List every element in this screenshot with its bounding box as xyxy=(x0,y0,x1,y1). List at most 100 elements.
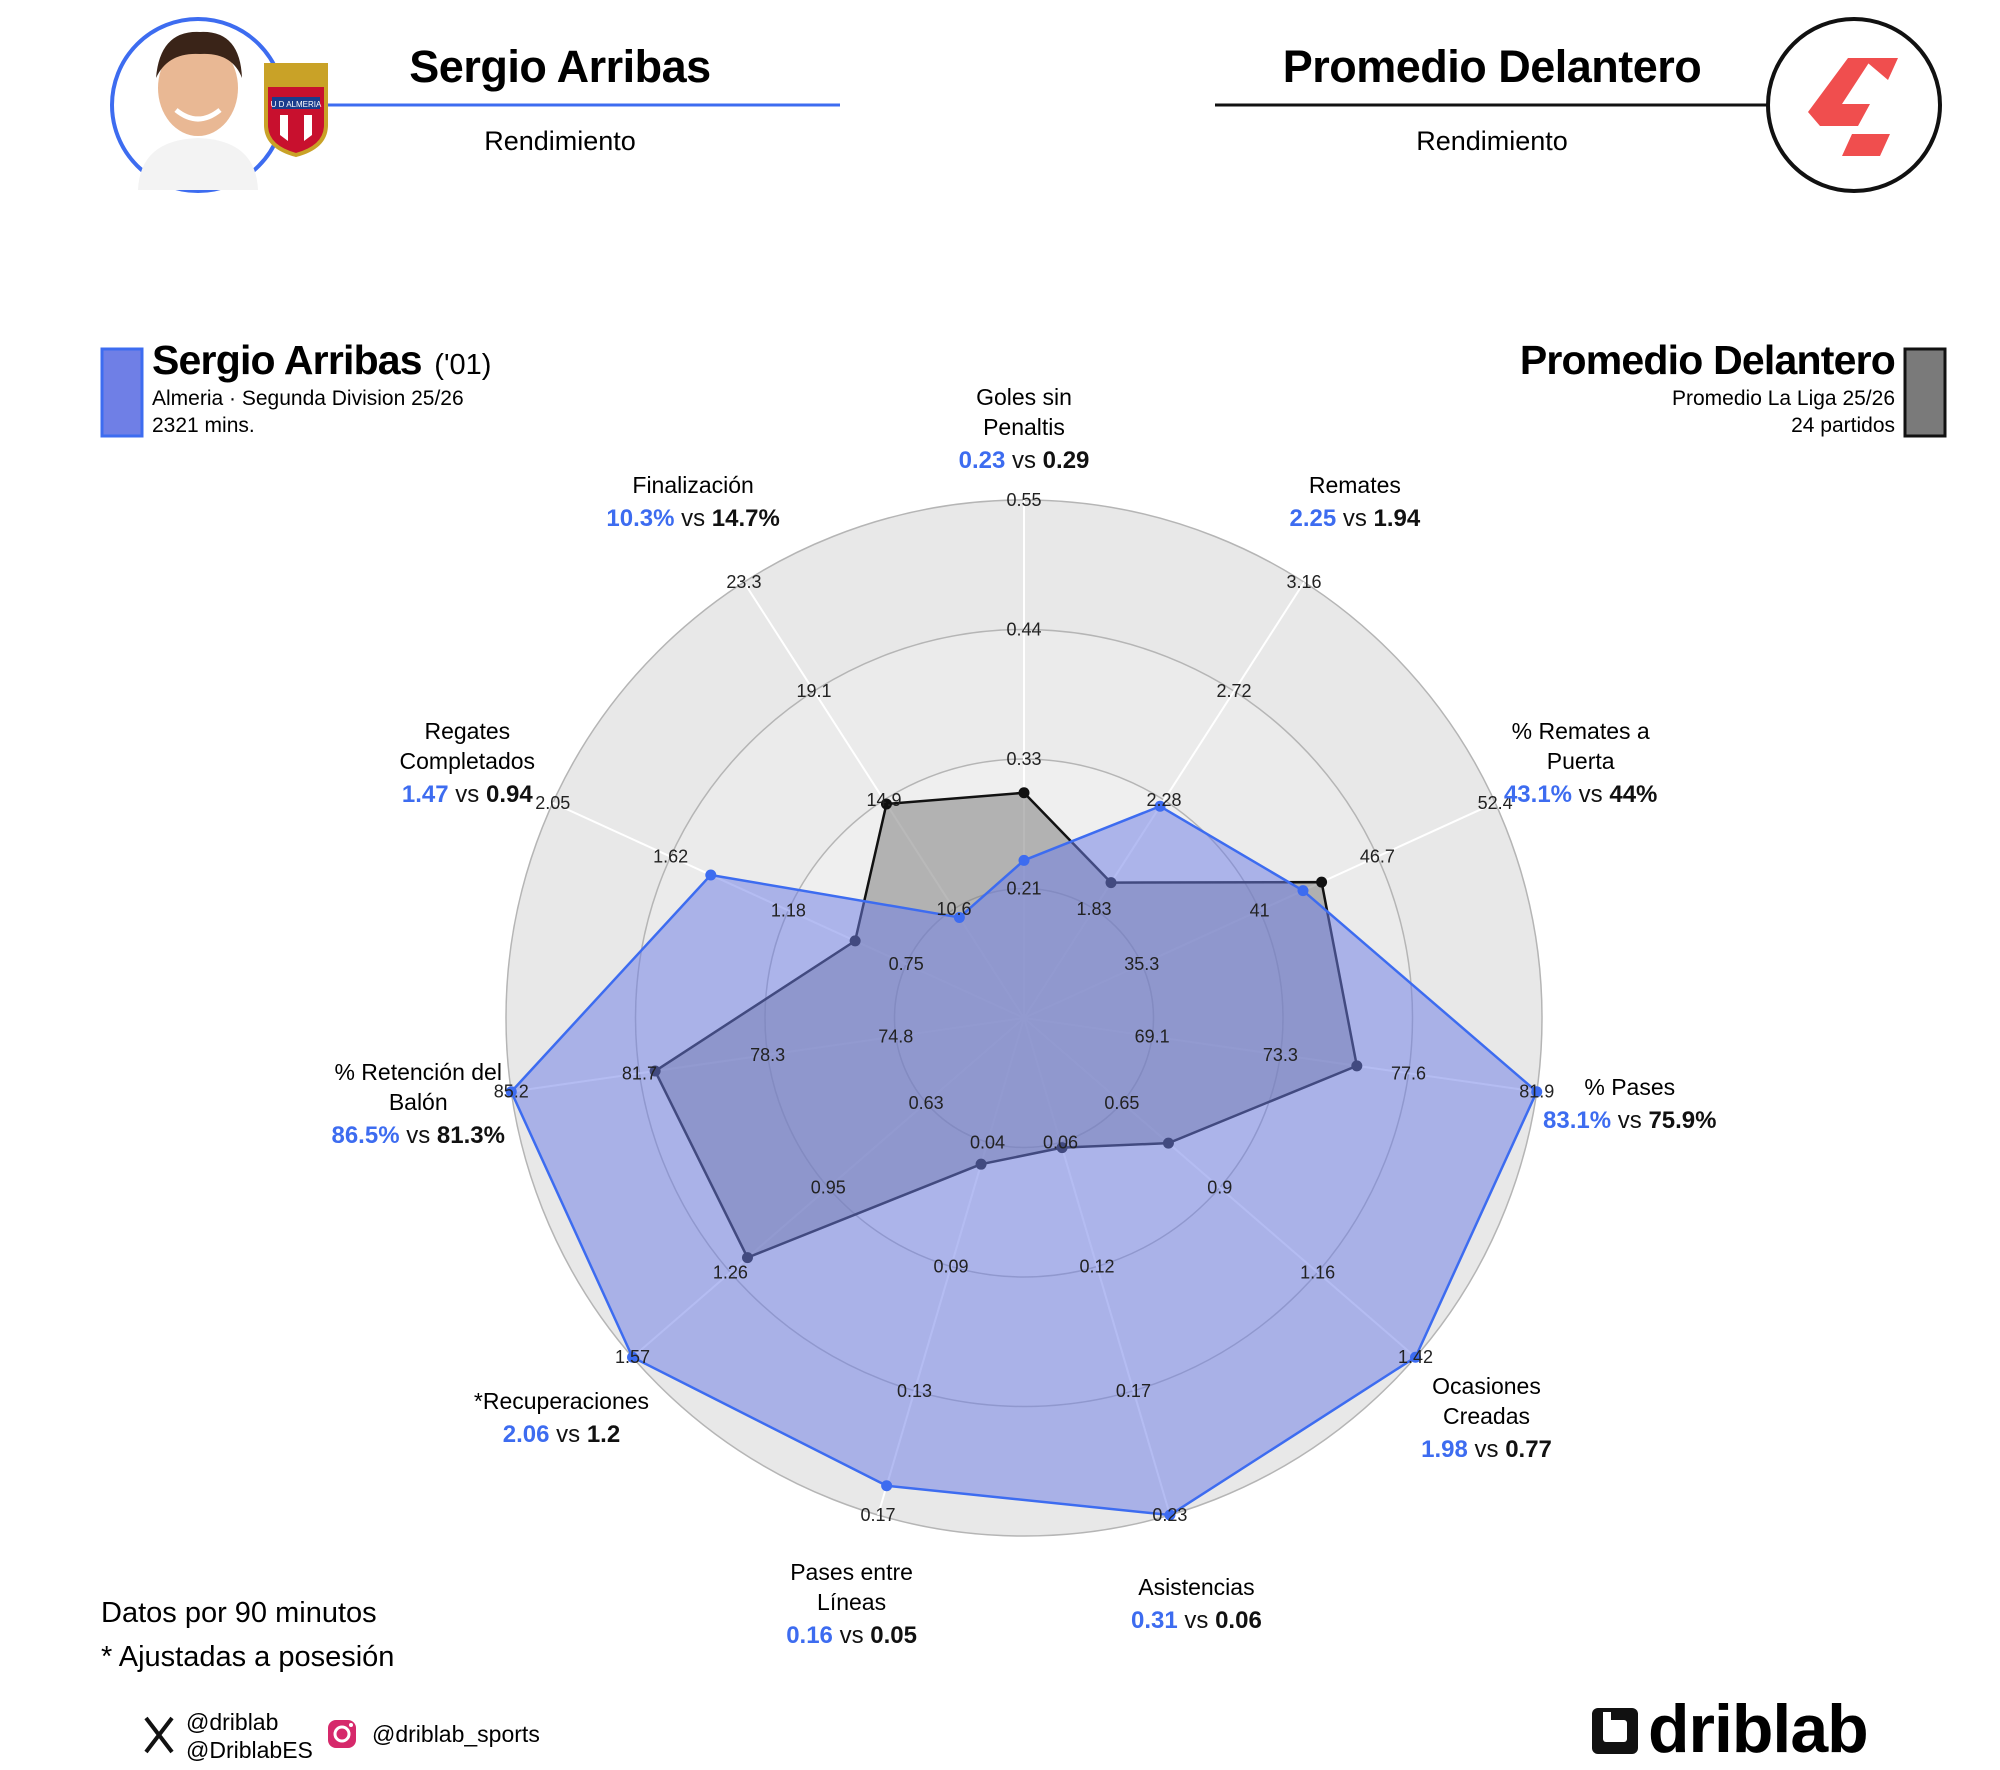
category-label: Regates xyxy=(424,718,510,744)
tick-label: 3.16 xyxy=(1287,572,1322,592)
tick-label: 0.17 xyxy=(1116,1381,1151,1401)
category-label: Creadas xyxy=(1443,1403,1530,1429)
club-crest-text: U D ALMERIA xyxy=(271,100,322,109)
tick-label: 85.2 xyxy=(494,1082,529,1102)
compare-header: Promedio Delantero Rendimiento xyxy=(1215,17,1942,193)
driblab-brand: driblab xyxy=(1648,1691,1868,1767)
tick-label: 78.3 xyxy=(750,1045,785,1065)
category-label: Asistencias xyxy=(1138,1574,1254,1600)
compare-point xyxy=(880,798,892,810)
player-point xyxy=(1164,1509,1176,1521)
compare-value: 0.77 xyxy=(1505,1436,1552,1463)
footnote-possession: * Ajustadas a posesión xyxy=(101,1641,394,1673)
vs-word: vs xyxy=(449,781,486,808)
instagram-handle[interactable]: @driblab_sports xyxy=(372,1721,540,1747)
compare-point xyxy=(1316,876,1328,888)
category-values: 0.23 vs 0.29 xyxy=(959,447,1090,474)
player-value: 0.16 xyxy=(786,1622,833,1649)
player-point xyxy=(627,1351,639,1363)
player-point xyxy=(881,1480,893,1492)
tick-label: 0.06 xyxy=(1043,1132,1078,1152)
player-point xyxy=(705,869,717,881)
compare-value: 0.06 xyxy=(1215,1607,1262,1634)
player-series xyxy=(505,800,1543,1521)
compare-header-subtitle: Rendimiento xyxy=(1416,126,1568,156)
tick-label: 1.18 xyxy=(771,900,806,920)
radar-chart: 0.21 0.33 0.44 0.55 1.83 2.28 2.72 3.16 35.3 41 46… xyxy=(331,384,1716,1649)
tick-label: 81.7 xyxy=(622,1063,657,1083)
compare-value: 0.05 xyxy=(870,1622,917,1649)
tick-label: 77.6 xyxy=(1391,1063,1426,1083)
category-label-group: Finalización 10.3% vs 14.7% xyxy=(606,472,779,532)
tick-label: 23.3 xyxy=(726,572,761,592)
player-legend: Sergio Arribas ('01) Almeria · Segunda D… xyxy=(100,337,491,438)
driblab-logo-icon xyxy=(1592,1708,1638,1754)
tick-label: 52.4 xyxy=(1478,793,1513,813)
tick-label: 0.04 xyxy=(970,1132,1005,1152)
tick-label: 1.26 xyxy=(713,1262,748,1282)
player-legend-name-text: Sergio Arribas xyxy=(152,337,422,383)
player-legend-name: Sergio Arribas ('01) xyxy=(152,337,491,383)
tick-label: 0.9 xyxy=(1207,1178,1232,1198)
x-icon[interactable] xyxy=(144,1716,174,1754)
club-crest: U D ALMERIA xyxy=(264,63,328,158)
category-label: Líneas xyxy=(817,1589,886,1615)
category-label: Pases entre xyxy=(790,1559,913,1585)
tick-label: 1.83 xyxy=(1076,899,1111,919)
player-point xyxy=(1154,800,1166,812)
compare-value: 1.94 xyxy=(1374,505,1421,532)
tick-label: 41 xyxy=(1250,900,1270,920)
player-legend-line2: 2321 mins. xyxy=(152,414,255,437)
category-label: Puerta xyxy=(1547,748,1615,774)
category-label-group: % Retención del Balón 86.5% vs 81.3% xyxy=(331,1059,504,1149)
tick-label: 2.28 xyxy=(1147,790,1182,810)
player-value: 2.25 xyxy=(1289,505,1336,532)
tick-label: 1.16 xyxy=(1300,1262,1335,1282)
tick-label: 2.72 xyxy=(1217,681,1252,701)
player-value: 1.98 xyxy=(1421,1436,1468,1463)
tick-label: 19.1 xyxy=(796,681,831,701)
tick-label: 1.57 xyxy=(615,1347,650,1367)
player-point xyxy=(1018,854,1030,866)
tick-label: 14.9 xyxy=(866,790,901,810)
player-legend-age: ('01) xyxy=(434,349,491,381)
tick-label: 0.44 xyxy=(1006,620,1041,640)
category-values: 10.3% vs 14.7% xyxy=(606,505,779,532)
player-area xyxy=(510,805,1538,1517)
category-values: 2.06 vs 1.2 xyxy=(503,1421,620,1448)
category-label-group: Regates Completados 1.47 vs 0.94 xyxy=(400,718,536,808)
instagram-icon[interactable] xyxy=(328,1720,356,1748)
tick-label: 0.17 xyxy=(861,1505,896,1525)
category-label: Balón xyxy=(389,1089,448,1115)
player-photo xyxy=(138,31,258,190)
driblab-logo: driblab xyxy=(1592,1691,1869,1767)
tick-label: 81.9 xyxy=(1519,1082,1554,1102)
tick-label: 1.42 xyxy=(1398,1347,1433,1367)
social-handles: @driblab @DriblabES @driblab_sports xyxy=(144,1709,540,1763)
category-label-group: % Remates a Puerta 43.1% vs 44% xyxy=(1504,718,1657,808)
player-value: 43.1% xyxy=(1504,781,1572,808)
player-point xyxy=(505,1086,517,1098)
compare-value: 75.9% xyxy=(1648,1107,1716,1134)
player-value: 10.3% xyxy=(606,505,674,532)
x-handle-2[interactable]: @DriblabES xyxy=(186,1737,313,1763)
player-point xyxy=(1531,1086,1543,1098)
tick-label: 0.95 xyxy=(811,1178,846,1198)
x-handle-1[interactable]: @driblab xyxy=(186,1709,278,1735)
category-values: 2.25 vs 1.94 xyxy=(1289,505,1420,532)
tick-label: 0.21 xyxy=(1006,879,1041,899)
category-values: 43.1% vs 44% xyxy=(1504,781,1657,808)
category-label: % Remates a xyxy=(1512,718,1650,744)
player-header: U D ALMERIA Sergio Arribas Rendimiento xyxy=(110,17,840,193)
tick-label: 0.65 xyxy=(1104,1093,1139,1113)
player-value: 1.47 xyxy=(402,781,449,808)
vs-word: vs xyxy=(1611,1107,1648,1134)
vs-word: vs xyxy=(674,505,711,532)
tick-label: 0.09 xyxy=(934,1257,969,1277)
vs-word: vs xyxy=(833,1622,870,1649)
compare-legend-name: Promedio Delantero xyxy=(1520,337,1895,383)
category-label-group: Goles sin Penaltis 0.23 vs 0.29 xyxy=(959,384,1090,474)
category-label-group: Pases entre Líneas 0.16 vs 0.05 xyxy=(786,1559,917,1649)
category-label: Finalización xyxy=(632,472,753,498)
tick-label: 0.23 xyxy=(1152,1505,1187,1525)
